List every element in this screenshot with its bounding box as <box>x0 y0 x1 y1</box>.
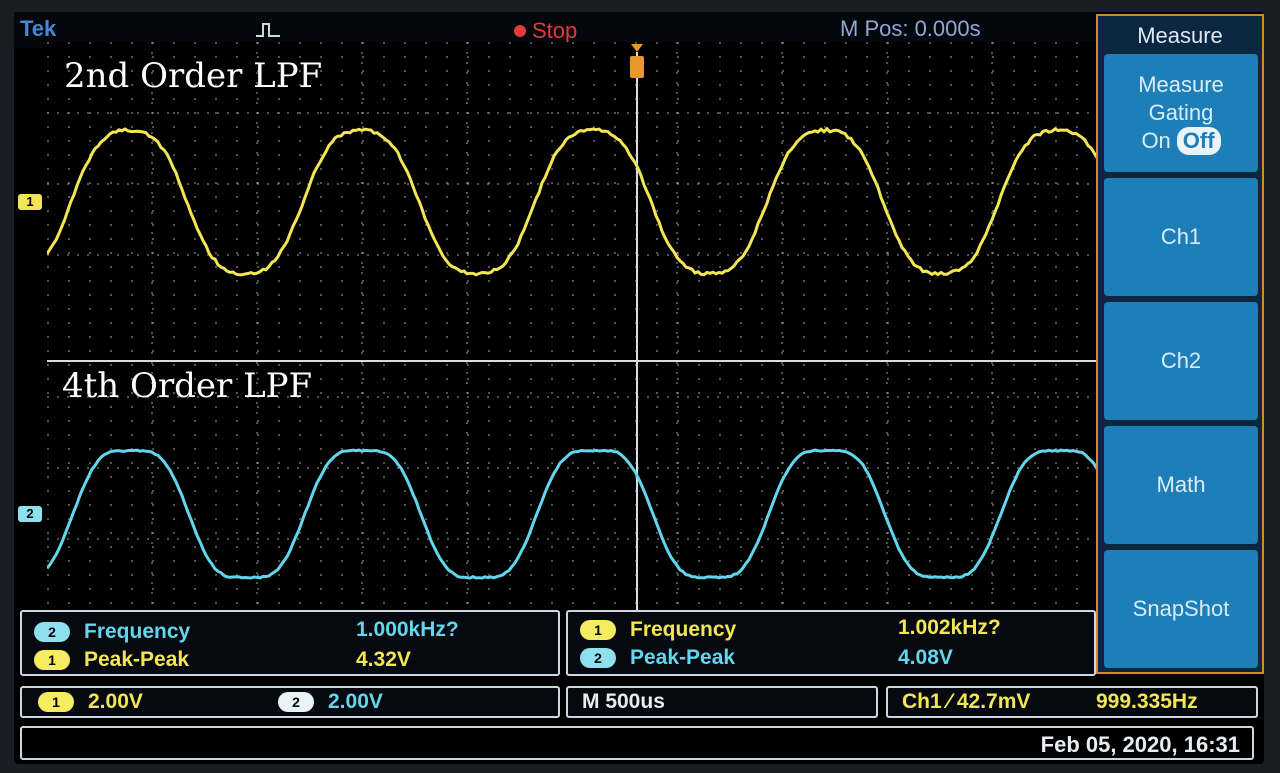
ch1-scale-badge: 1 <box>38 692 74 712</box>
menu-title: Measure <box>1098 16 1262 56</box>
waveform-display <box>47 42 1097 612</box>
gating-on-option: On <box>1141 127 1170 155</box>
measure-gating-label: Measure Gating <box>1104 71 1258 127</box>
ch1-ground-marker: 1 <box>18 194 42 210</box>
timebase-value: M 500us <box>582 690 665 714</box>
channel-badge: 2 <box>580 648 616 668</box>
measurement-name: Peak-Peak <box>84 648 189 672</box>
ch2-button[interactable]: Ch2 <box>1104 302 1258 420</box>
measurement-row: 1 Peak-Peak <box>34 648 189 672</box>
channel-badge: 2 <box>34 622 70 642</box>
vertical-scale-panel: 1 2.00V 2 2.00V <box>20 686 560 718</box>
trigger-edge-icon <box>254 20 282 40</box>
measurement-name: Frequency <box>630 618 736 642</box>
measurement-row: 2 Frequency <box>34 620 190 644</box>
gating-off-option: Off <box>1177 127 1221 155</box>
measurement-row: 1 Frequency <box>580 618 736 642</box>
timebase-panel: M 500us <box>566 686 878 718</box>
measurement-name: Frequency <box>84 620 190 644</box>
ch2-ground-marker: 2 <box>18 506 42 522</box>
measure-gating-button[interactable]: Measure Gating On Off <box>1104 54 1258 172</box>
measurement-panel-right: 1 Frequency 1.002kHz? 2 Peak-Peak 4.08V <box>566 610 1096 676</box>
ch2-scale-badge: 2 <box>278 692 314 712</box>
datetime-bar: Feb 05, 2020, 16:31 <box>20 726 1254 760</box>
channel-badge: 1 <box>34 650 70 670</box>
run-state-label: Stop <box>532 18 577 44</box>
trigger-frequency: 999.335Hz <box>1096 690 1198 714</box>
measurement-value: 1.000kHz? <box>356 618 459 642</box>
ch2-scale-value: 2.00V <box>328 690 383 714</box>
oscilloscope-screen: Tek Stop M Pos: 0.000s <box>14 12 1264 764</box>
overlay-label-top: 2nd Order LPF <box>64 56 322 96</box>
measurement-row: 2 Peak-Peak <box>580 646 735 670</box>
measurement-value: 4.08V <box>898 646 953 670</box>
measurement-value: 4.32V <box>356 648 411 672</box>
measurement-name: Peak-Peak <box>630 646 735 670</box>
datetime: Feb 05, 2020, 16:31 <box>1041 732 1240 758</box>
measurement-panel-left: 2 Frequency 1.000kHz? 1 Peak-Peak 4.32V <box>20 610 560 676</box>
run-state: Stop <box>514 18 577 44</box>
measurement-value: 1.002kHz? <box>898 616 1001 640</box>
brand-logo: Tek <box>20 16 56 42</box>
measure-menu: Measure Measure Gating On Off Ch1 Ch2 Ma… <box>1096 14 1264 674</box>
math-button[interactable]: Math <box>1104 426 1258 544</box>
gating-toggle: On Off <box>1141 127 1220 155</box>
trigger-point-icon <box>630 56 644 78</box>
trigger-level: Ch1 ∕ 42.7mV <box>902 690 1096 714</box>
stop-dot-icon <box>514 25 526 37</box>
horizontal-position: M Pos: 0.000s <box>840 16 981 42</box>
ch1-button[interactable]: Ch1 <box>1104 178 1258 296</box>
channel-badge: 1 <box>580 620 616 640</box>
trigger-panel: Ch1 ∕ 42.7mV 999.335Hz <box>886 686 1258 718</box>
ch1-scale-value: 2.00V <box>88 690 278 714</box>
graticule-dots <box>47 42 1097 612</box>
overlay-label-bottom: 4th Order LPF <box>62 366 312 406</box>
snapshot-button[interactable]: SnapShot <box>1104 550 1258 668</box>
